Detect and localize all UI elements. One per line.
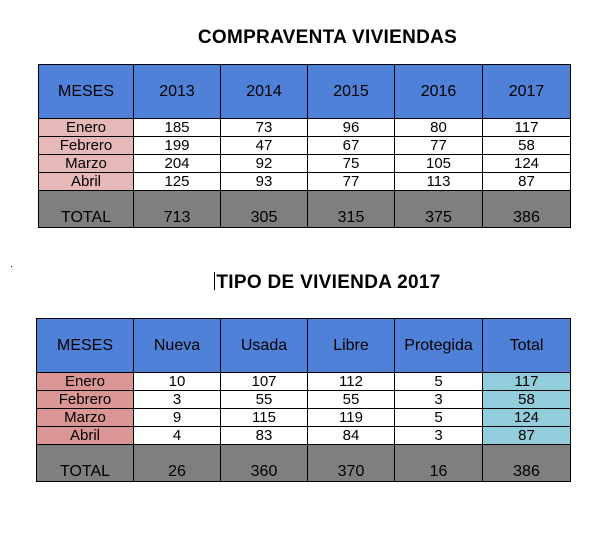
total-cell: 386 [482, 444, 571, 482]
compraventa-title: COMPRAVENTA VIVIENDAS [197, 27, 458, 48]
month-cell: Abril [38, 172, 134, 191]
value-cell: 125 [133, 172, 221, 191]
value-cell: 105 [394, 154, 483, 173]
value-cell: 10 [133, 372, 221, 391]
month-cell: Enero [36, 372, 134, 391]
tipo-vivienda-title: TIPO DE VIVIENDA 2017 [30, 272, 595, 294]
total-cell: 315 [307, 190, 395, 228]
total-cell: 386 [482, 190, 571, 228]
value-cell: 117 [482, 118, 571, 137]
column-header: 2017 [482, 64, 571, 119]
value-cell: 58 [482, 390, 571, 409]
text-cursor [214, 272, 216, 290]
value-cell: 107 [220, 372, 308, 391]
value-cell: 3 [133, 390, 221, 409]
tipo-vivienda-title-text: TIPO DE VIVIENDA 2017 [216, 272, 441, 293]
value-cell: 77 [307, 172, 395, 191]
value-cell: 185 [133, 118, 221, 137]
total-cell: 16 [394, 444, 483, 482]
value-cell: 113 [394, 172, 483, 191]
tipo-vivienda-table: MESES Nueva Usada Libre Protegida Total … [36, 318, 571, 482]
value-cell: 117 [482, 372, 571, 391]
value-cell: 67 [307, 136, 395, 155]
value-cell: 119 [307, 408, 395, 427]
compraventa-table: MESES 2013 2014 2015 2016 2017 Enero 185… [38, 64, 571, 228]
value-cell: 75 [307, 154, 395, 173]
month-cell: Marzo [38, 154, 134, 173]
table-row: Febrero 3 55 55 3 58 [36, 390, 571, 409]
value-cell: 5 [394, 408, 483, 427]
total-cell: 26 [133, 444, 221, 482]
column-header: 2016 [394, 64, 483, 119]
header-row: MESES Nueva Usada Libre Protegida Total [36, 318, 571, 373]
month-cell: Enero [38, 118, 134, 137]
value-cell: 3 [394, 390, 483, 409]
column-header: Libre [307, 318, 395, 373]
value-cell: 3 [394, 426, 483, 445]
table-row: Abril 4 83 84 3 87 [36, 426, 571, 445]
header-row: MESES 2013 2014 2015 2016 2017 [38, 64, 571, 119]
value-cell: 73 [220, 118, 308, 137]
value-cell: 124 [482, 154, 571, 173]
value-cell: 58 [482, 136, 571, 155]
value-cell: 87 [482, 426, 571, 445]
value-cell: 96 [307, 118, 395, 137]
total-label: TOTAL [36, 444, 134, 482]
column-header: Protegida [394, 318, 483, 373]
value-cell: 92 [220, 154, 308, 173]
value-cell: 204 [133, 154, 221, 173]
total-cell: 370 [307, 444, 395, 482]
table-row: Marzo 9 115 119 5 124 [36, 408, 571, 427]
table-row: Enero 10 107 112 5 117 [36, 372, 571, 391]
total-cell: 713 [133, 190, 221, 228]
table-row: Enero 185 73 96 80 117 [38, 118, 571, 137]
value-cell: 87 [482, 172, 571, 191]
total-cell: 375 [394, 190, 483, 228]
value-cell: 55 [307, 390, 395, 409]
total-cell: 360 [220, 444, 308, 482]
column-header: MESES [36, 318, 134, 373]
value-cell: 5 [394, 372, 483, 391]
total-row: TOTAL 713 305 315 375 386 [38, 190, 571, 228]
value-cell: 115 [220, 408, 308, 427]
value-cell: 112 [307, 372, 395, 391]
total-label: TOTAL [38, 190, 134, 228]
column-header: 2014 [220, 64, 308, 119]
month-cell: Marzo [36, 408, 134, 427]
column-header: 2015 [307, 64, 395, 119]
value-cell: 77 [394, 136, 483, 155]
column-header: 2013 [133, 64, 221, 119]
column-header: Usada [220, 318, 308, 373]
value-cell: 55 [220, 390, 308, 409]
value-cell: 83 [220, 426, 308, 445]
value-cell: 93 [220, 172, 308, 191]
month-cell: Febrero [36, 390, 134, 409]
value-cell: 80 [394, 118, 483, 137]
value-cell: 199 [133, 136, 221, 155]
value-cell: 84 [307, 426, 395, 445]
column-header: MESES [38, 64, 134, 119]
table-row: Febrero 199 47 67 77 58 [38, 136, 571, 155]
month-cell: Febrero [38, 136, 134, 155]
month-cell: Abril [36, 426, 134, 445]
value-cell: 124 [482, 408, 571, 427]
total-row: TOTAL 26 360 370 16 386 [36, 444, 571, 482]
table-row: Abril 125 93 77 113 87 [38, 172, 571, 191]
value-cell: 4 [133, 426, 221, 445]
total-cell: 305 [220, 190, 308, 228]
value-cell: 9 [133, 408, 221, 427]
value-cell: 47 [220, 136, 308, 155]
column-header: Total [482, 318, 571, 373]
stray-dot [11, 266, 12, 267]
column-header: Nueva [133, 318, 221, 373]
table-row: Marzo 204 92 75 105 124 [38, 154, 571, 173]
